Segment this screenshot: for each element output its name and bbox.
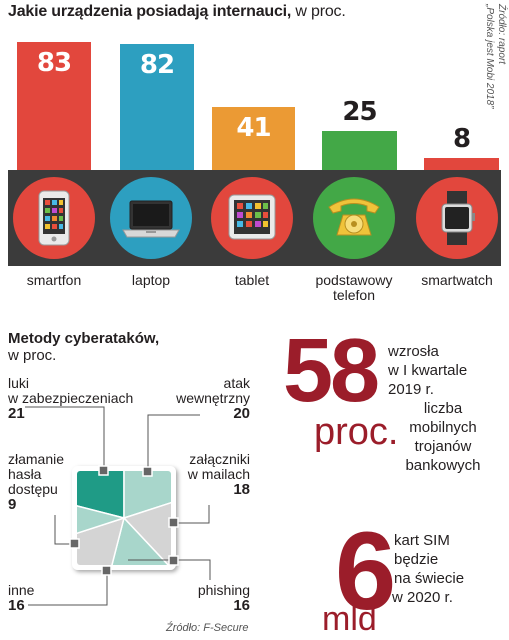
cyber-title: Metody cyberataków, w proc.	[8, 330, 159, 364]
connector-zalaczniki	[174, 505, 210, 524]
tablet-icon	[228, 194, 276, 240]
connector-haslo	[54, 515, 74, 545]
value-phishing: 16	[233, 597, 250, 614]
label-tablet: tablet	[234, 272, 270, 288]
label-haslo: złamanie hasła dostępu 9	[8, 451, 65, 513]
label-laptop: laptop	[131, 272, 171, 288]
rotary-phone-icon	[328, 198, 380, 236]
label-smartfon: smartfon	[26, 272, 82, 288]
fact2-line-2: na świecie	[394, 570, 465, 587]
label-atak-l1: atak	[223, 375, 250, 391]
fact1-number: 58	[283, 321, 380, 421]
chart-title-unit: w proc.	[291, 3, 346, 20]
fact1-line-2: 2019 r.	[388, 381, 434, 398]
pie-slice-5	[77, 497, 127, 544]
label-inne-text: inne	[8, 582, 35, 598]
value-atak: 20	[233, 405, 250, 422]
chart-title: Jakie urządzenia posiadają internauci, w…	[8, 3, 346, 21]
bar-value-0: 83	[36, 48, 72, 78]
label-haslo-l3: dostępu	[8, 481, 58, 497]
smartwatch-icon	[441, 191, 475, 245]
fact2-unit: mld	[322, 600, 377, 638]
label-atak: atak wewnętrzny 20	[170, 375, 250, 422]
cyber-subtitle: w proc.	[8, 347, 57, 364]
marker-atak	[142, 466, 153, 477]
device-circle-telefon	[313, 177, 395, 259]
value-haslo: 9	[8, 496, 17, 513]
bar-value-1: 82	[139, 50, 175, 80]
marker-zalaczniki	[168, 517, 179, 528]
marker-luki	[98, 465, 109, 476]
label-podstawowy: podstawowy	[315, 272, 393, 288]
chart-title-bold: Jakie urządzenia posiadają internauci,	[8, 3, 292, 20]
marker-phishing	[168, 555, 179, 566]
bar-value-4: 8	[452, 124, 471, 154]
pie-slice-1	[123, 471, 171, 520]
label-haslo-l1: złamanie	[8, 451, 65, 467]
fact2-line-0: kart SIM	[394, 532, 450, 549]
label-atak-l2: wewnętrzny	[176, 390, 250, 406]
value-zalaczniki: 18	[233, 481, 250, 498]
device-circle-tablet	[211, 177, 293, 259]
pie-slice-4	[77, 516, 126, 565]
marker-inne	[101, 565, 112, 576]
bar-value-2: 41	[236, 113, 271, 143]
label-zal-l2: w mailach	[187, 466, 250, 482]
bar-0	[17, 42, 91, 170]
pie-connectors	[25, 406, 211, 606]
value-luki: 21	[8, 405, 25, 422]
pie-slice-3	[103, 516, 171, 565]
connector-atak	[147, 414, 200, 472]
pie-slice-0	[77, 471, 125, 519]
label-luki-l1: luki	[8, 375, 30, 391]
label-haslo-l2: hasła	[8, 466, 42, 482]
device-circle-smartfon	[13, 177, 95, 259]
marker-haslo	[69, 538, 80, 549]
fact1-unit: proc.	[314, 411, 399, 453]
connector-luki	[25, 406, 105, 471]
label-luki-l2: w zabezpieczeniach	[8, 390, 134, 406]
label-phishing-text: phishing	[197, 582, 250, 598]
fact1-text: wzrosła w I kwartale 2019 r. liczba mobilnyc…	[388, 342, 498, 475]
label-podstawowy-telefon: podstawowy telefon	[304, 273, 404, 303]
cyber-title-bold: Metody cyberataków,	[8, 330, 160, 347]
value-inne: 16	[8, 597, 25, 614]
fact1-line-6: bankowych	[405, 457, 481, 474]
label-luki: luki w zabezpieczeniach 21	[8, 375, 134, 422]
connector-inne	[28, 571, 108, 606]
bar-3	[322, 131, 397, 170]
fact1-line-1: w I kwartale	[388, 362, 468, 379]
label-telefon: telefon	[332, 287, 376, 303]
device-circle-laptop	[110, 177, 192, 259]
label-smartwatch: smartwatch	[421, 272, 493, 288]
fact2-line-3: w 2020 r.	[392, 589, 453, 606]
label-zal-l1: załączniki	[189, 451, 250, 467]
fact1-line-5: trojanów	[414, 438, 472, 455]
cyber-pie	[77, 471, 171, 565]
bar-value-3: 25	[342, 97, 377, 127]
laptop-icon	[122, 200, 180, 238]
bar-1	[120, 44, 194, 170]
fact1-line-3: liczba	[423, 400, 463, 417]
label-inne: inne 16	[8, 582, 35, 614]
bar-2	[212, 107, 295, 170]
device-circle-smartwatch	[416, 177, 498, 259]
cyber-source: Źródło: F-Secure	[166, 622, 249, 634]
fact2-number: 6	[335, 510, 397, 633]
label-zalaczniki: załączniki w mailach 18	[170, 451, 250, 498]
fact2-text: kart SIM będzie na świecie w 2020 r.	[384, 531, 494, 607]
fact2-line-1: będzie	[394, 551, 439, 568]
smartphone-icon	[38, 190, 70, 246]
label-phishing: phishing 16	[170, 582, 250, 614]
connector-phishing	[128, 559, 211, 580]
bar-4	[424, 158, 499, 170]
fact1-line-0: wzrosła	[388, 343, 439, 360]
pie-markers	[69, 465, 179, 576]
pie-slice-2	[122, 492, 171, 565]
fact1-line-4: mobilnych	[409, 419, 477, 436]
